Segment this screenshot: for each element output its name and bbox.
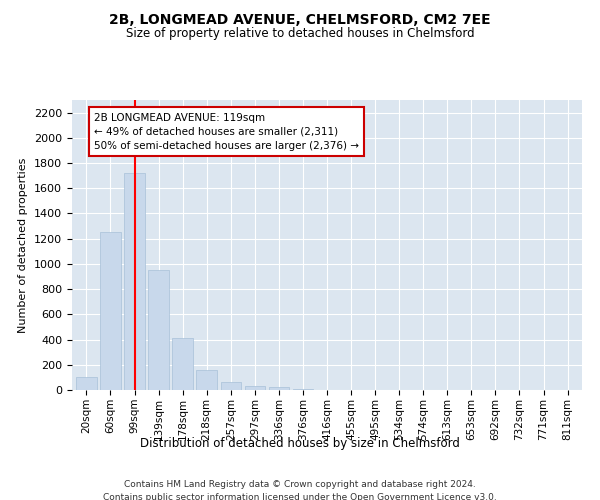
- Text: 2B, LONGMEAD AVENUE, CHELMSFORD, CM2 7EE: 2B, LONGMEAD AVENUE, CHELMSFORD, CM2 7EE: [109, 12, 491, 26]
- Bar: [124, 173, 145, 390]
- Bar: [172, 338, 193, 390]
- Text: Distribution of detached houses by size in Chelmsford: Distribution of detached houses by size …: [140, 438, 460, 450]
- Y-axis label: Number of detached properties: Number of detached properties: [19, 158, 28, 332]
- Bar: [100, 232, 121, 390]
- Bar: [245, 386, 265, 390]
- Text: Contains HM Land Registry data © Crown copyright and database right 2024.
Contai: Contains HM Land Registry data © Crown c…: [103, 480, 497, 500]
- Text: Size of property relative to detached houses in Chelmsford: Size of property relative to detached ho…: [125, 28, 475, 40]
- Bar: [76, 378, 97, 390]
- Bar: [196, 370, 217, 390]
- Bar: [148, 270, 169, 390]
- Bar: [221, 382, 241, 390]
- Text: 2B LONGMEAD AVENUE: 119sqm
← 49% of detached houses are smaller (2,311)
50% of s: 2B LONGMEAD AVENUE: 119sqm ← 49% of deta…: [94, 112, 359, 150]
- Bar: [269, 388, 289, 390]
